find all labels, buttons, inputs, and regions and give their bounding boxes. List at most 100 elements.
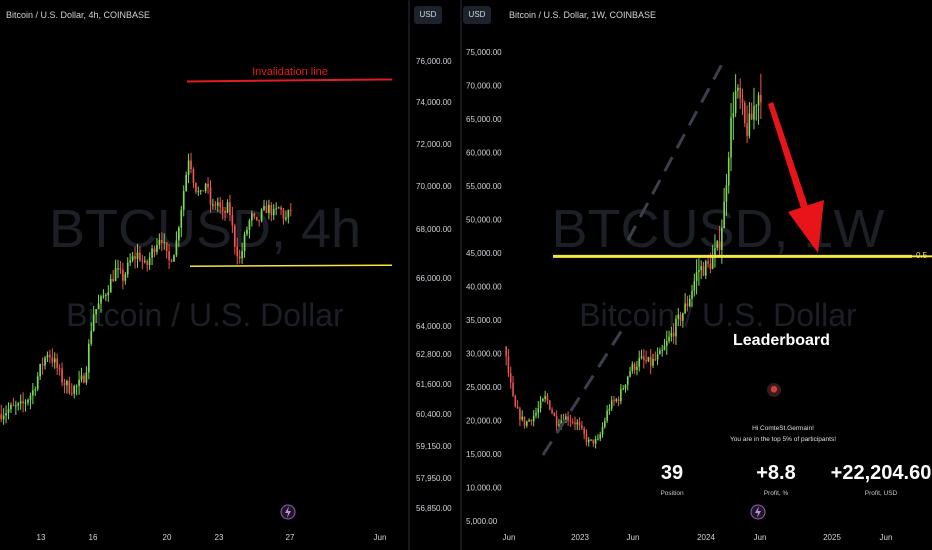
candle-body — [250, 213, 253, 221]
candle-body — [512, 382, 514, 396]
candle-body — [606, 410, 608, 421]
candle-body — [574, 422, 576, 425]
right-chart-title: Bitcoin / U.S. Dollar, 1W, COINBASE — [509, 10, 657, 20]
candle-body — [716, 241, 719, 248]
candle-body — [156, 245, 158, 252]
price-tick-label: 50,000.00 — [466, 216, 502, 225]
candle-body — [725, 185, 728, 202]
candle-body — [661, 350, 663, 352]
candle-body — [553, 413, 556, 417]
candle-body — [532, 415, 535, 422]
projection-arrow-shaft — [768, 102, 811, 218]
invalidation-line — [186, 78, 393, 83]
candle-body — [741, 98, 744, 103]
candle-body — [277, 207, 280, 209]
price-tick-label: 64,000.00 — [416, 322, 452, 331]
left-watermark-symbol: BTCUSD, 4h — [49, 199, 361, 259]
candle-body — [122, 269, 124, 281]
candle-body — [231, 215, 234, 226]
candle-body — [727, 157, 730, 186]
candle-body — [654, 359, 657, 361]
candle-body — [226, 202, 229, 213]
candle-body — [285, 217, 287, 220]
candle-body — [180, 209, 183, 228]
candle-body — [202, 190, 205, 192]
price-tick-label: 45,000.00 — [466, 249, 502, 258]
left-time-axis: 13 16 20 23 27 Jun — [37, 533, 387, 542]
candle-body — [148, 257, 151, 265]
candle-body — [624, 384, 627, 389]
price-tick-label: 59,150.00 — [416, 442, 452, 451]
price-tick-label: 72,000.00 — [416, 140, 452, 149]
candle-body — [170, 260, 173, 262]
candle-body — [548, 400, 551, 410]
candle-body — [158, 239, 161, 246]
candle-body — [268, 204, 270, 213]
candle-body — [629, 371, 631, 377]
candle-body — [530, 419, 533, 422]
candle-body — [597, 438, 599, 440]
candle-body — [521, 416, 524, 420]
candle-body — [260, 209, 263, 221]
left-currency-button[interactable]: USD — [414, 6, 442, 24]
candle-body — [514, 395, 517, 407]
price-tick-label: 68,000.00 — [416, 225, 452, 234]
candle-body — [668, 336, 670, 342]
candle-body — [567, 416, 569, 421]
candle-body — [124, 274, 127, 281]
time-tick-label: Jun — [503, 533, 516, 542]
candle-body — [209, 187, 212, 205]
events-icon[interactable] — [280, 504, 296, 520]
support-line — [189, 264, 393, 267]
candle-body — [49, 354, 51, 358]
candle-body — [70, 393, 73, 395]
time-tick-label: 23 — [215, 533, 224, 542]
candle-body — [636, 366, 638, 370]
candle-body — [212, 204, 214, 206]
candle-body — [255, 216, 258, 220]
candle-body — [221, 207, 224, 212]
candle-body — [175, 240, 178, 256]
candle-body — [73, 386, 76, 394]
price-tick-label: 60,000.00 — [466, 149, 502, 158]
events-icon[interactable] — [750, 504, 766, 520]
candle-body — [599, 434, 602, 439]
candle-body — [578, 422, 581, 426]
candle-body — [44, 357, 46, 366]
price-tick-label: 5,000.00 — [466, 517, 498, 526]
left-watermark-name: Bitcoin / U.S. Dollar — [66, 297, 344, 333]
candle-body — [613, 400, 615, 402]
candle-body — [160, 239, 163, 244]
candle-body — [289, 209, 292, 211]
candle-body — [760, 95, 762, 103]
candle-body — [702, 266, 705, 276]
candle-body — [229, 202, 231, 216]
candle-body — [187, 160, 190, 176]
fib-level-extension — [912, 255, 932, 258]
position-label: Position — [660, 490, 684, 497]
candle-body — [649, 357, 652, 366]
candle-body — [546, 395, 549, 401]
candle-body — [53, 358, 56, 363]
right-currency-button[interactable]: USD — [463, 6, 491, 24]
left-chart-title: Bitcoin / U.S. Dollar, 4h, COINBASE — [6, 10, 151, 20]
candle-body — [168, 251, 170, 261]
candle-body — [723, 201, 725, 229]
candle-body — [253, 213, 256, 217]
candle-body — [594, 439, 597, 444]
candle-body — [141, 260, 144, 262]
candle-body — [732, 113, 735, 118]
candle-body — [587, 439, 590, 443]
candle-body — [272, 208, 275, 216]
price-tick-label: 25,000.00 — [466, 383, 502, 392]
candle-body — [92, 314, 95, 331]
candle-body — [604, 420, 606, 428]
profit-usd-label: Profit, USD — [864, 490, 898, 497]
candle-body — [748, 113, 751, 136]
price-tick-label: 74,000.00 — [416, 98, 452, 107]
candle-body — [544, 395, 546, 399]
candle-body — [626, 376, 629, 385]
candle-body — [638, 358, 641, 367]
candle-body — [707, 261, 709, 264]
candle-body — [61, 368, 63, 383]
